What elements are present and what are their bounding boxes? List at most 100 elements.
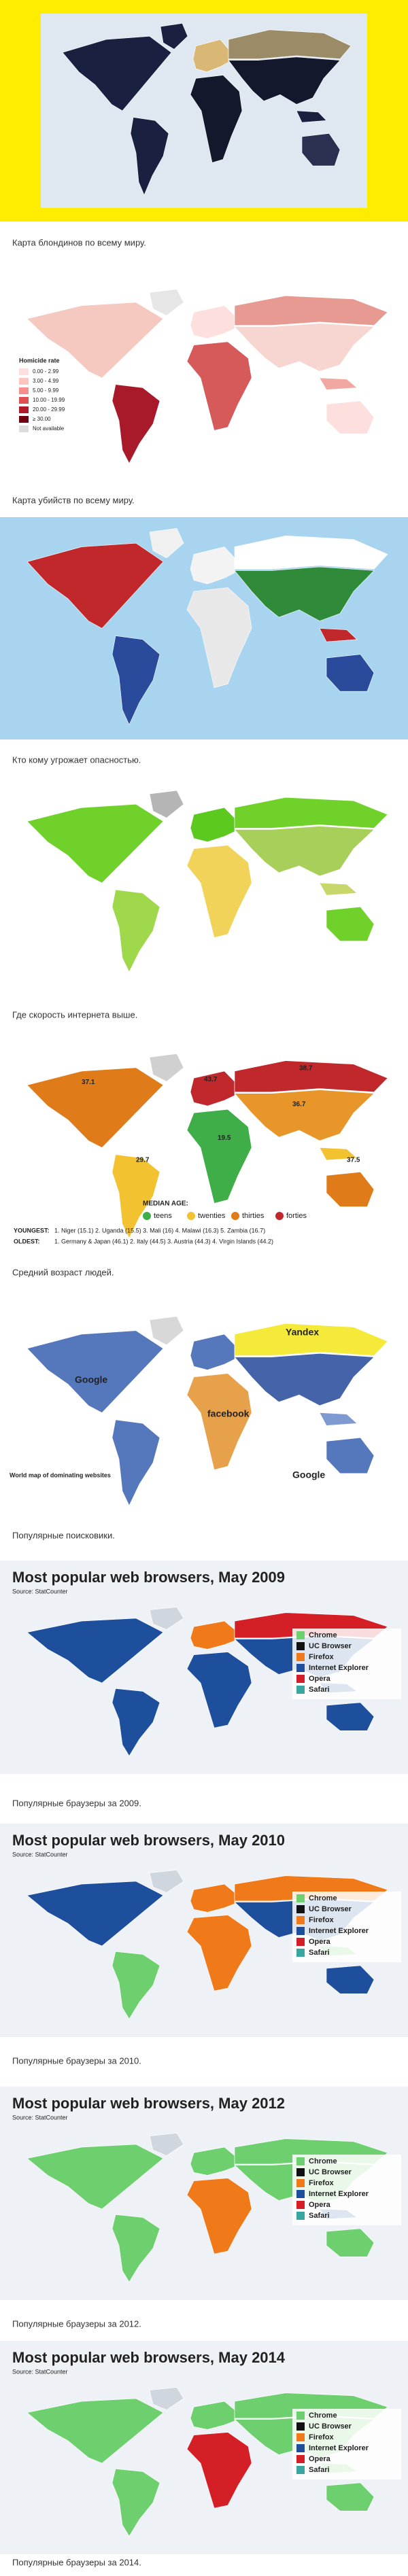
country-region (112, 1420, 160, 1505)
legend-label: Safari (309, 1949, 330, 1957)
country-region (187, 1915, 252, 1991)
legend-swatch (275, 1212, 284, 1220)
country-region (160, 23, 188, 49)
country-region (235, 567, 374, 621)
legend-label: Safari (309, 2212, 330, 2220)
country-region (326, 655, 374, 692)
legend-swatch (296, 2168, 305, 2176)
country-region (190, 547, 235, 585)
country-region (27, 1881, 163, 1946)
country-region (235, 797, 388, 828)
country-region (112, 1155, 160, 1238)
legend-label: Chrome (309, 1631, 337, 1639)
country-region (150, 290, 184, 316)
country-region (187, 588, 252, 688)
legend-label: 0.00 - 2.99 (33, 368, 59, 375)
legend-label: UC Browser (309, 1642, 352, 1650)
caption: Карта блондинов по всему миру. (12, 237, 146, 247)
map-label: 38.7 (299, 1064, 313, 1072)
legend-swatch (296, 1927, 305, 1935)
legend-swatch (296, 2444, 305, 2452)
country-region (27, 543, 163, 628)
legend-label: Opera (309, 2455, 331, 2463)
legend-label: Firefox (309, 2433, 335, 2441)
legend-box (292, 1892, 401, 1962)
country-region (320, 629, 357, 642)
caption: Популярные браузеры за 2012. (12, 2318, 141, 2329)
legend-label: UC Browser (309, 2168, 352, 2176)
legend-swatch (296, 2190, 305, 2198)
country-region (326, 401, 374, 434)
legend-swatch (296, 1894, 305, 1902)
country-region (302, 133, 340, 166)
caption: Популярные браузеры за 2009. (12, 1798, 141, 1808)
world-map (27, 1317, 388, 1505)
country-region (27, 1331, 163, 1413)
legend-swatch (19, 425, 29, 432)
legend-swatch (296, 1905, 305, 1913)
country-region (150, 2387, 184, 2409)
country-region (320, 378, 357, 389)
legend-label: Firefox (309, 2179, 335, 2187)
legend-swatch (296, 1949, 305, 1957)
country-region (190, 2147, 235, 2175)
country-region (235, 536, 388, 569)
youngest-label: YOUNGEST: (14, 1227, 50, 1234)
legend-title: MEDIAN AGE: (143, 1200, 188, 1208)
chart-title: Most popular web browsers, May 2014 (12, 2349, 286, 2366)
country-region (235, 1353, 374, 1406)
country-region (112, 636, 160, 725)
legend-label: Internet Explorer (309, 1664, 369, 1672)
map-label: 19.5 (218, 1134, 231, 1142)
legend-label: twenties (198, 1212, 226, 1220)
caption: Карта убийств по всему миру. (12, 495, 135, 505)
country-region (112, 2469, 160, 2536)
country-region (187, 846, 252, 938)
chart-title: Most popular web browsers, May 2012 (12, 2095, 285, 2112)
site-label: facebook (207, 1408, 250, 1419)
legend-swatch (296, 1653, 305, 1661)
legend-swatch (19, 416, 29, 423)
legend-label: Firefox (309, 1653, 335, 1661)
country-region (187, 1374, 252, 1470)
legend-swatch (19, 406, 29, 413)
caption: Популярные браузеры за 2010. (12, 2055, 141, 2066)
country-region (27, 1068, 163, 1148)
country-region (150, 1607, 184, 1629)
country-region (193, 39, 228, 72)
legend-label: Chrome (309, 2412, 337, 2420)
legend-swatch (296, 1686, 305, 1694)
map-label: 36.7 (292, 1101, 306, 1109)
youngest-list: 1. Niger (15.1) 2. Uganda (15.5) 3. Mali… (54, 1227, 265, 1234)
legend-swatch (296, 2433, 305, 2441)
world-map (63, 23, 351, 195)
country-region (27, 2399, 163, 2463)
country-region (235, 1061, 388, 1092)
legend-swatch (296, 2201, 305, 2209)
legend-label: Internet Explorer (309, 2190, 369, 2198)
caption: Популярные поисковики. (12, 1530, 115, 1540)
map-label: 29.7 (136, 1157, 150, 1164)
country-region (326, 1703, 374, 1730)
country-region (187, 1652, 252, 1728)
country-region (150, 2133, 184, 2155)
country-region (150, 1317, 184, 1345)
country-region (190, 1884, 235, 1912)
country-region (150, 1870, 184, 1892)
country-region (187, 2433, 252, 2509)
legend-swatch (231, 1212, 239, 1220)
legend-swatch (296, 2212, 305, 2220)
legend-swatch (296, 2179, 305, 2187)
chart-title: Most popular web browsers, May 2010 (12, 1832, 285, 1849)
legend-label: Internet Explorer (309, 2444, 369, 2452)
map-label: 37.1 (82, 1079, 95, 1086)
legend-swatch (296, 1916, 305, 1924)
legend-swatch (19, 387, 29, 394)
legend-swatch (19, 368, 29, 375)
world-map (27, 290, 388, 464)
country-region (27, 804, 163, 883)
legend-label: 5.00 - 9.99 (33, 387, 59, 394)
legend-label: Opera (309, 1938, 331, 1946)
country-region (326, 1438, 374, 1474)
